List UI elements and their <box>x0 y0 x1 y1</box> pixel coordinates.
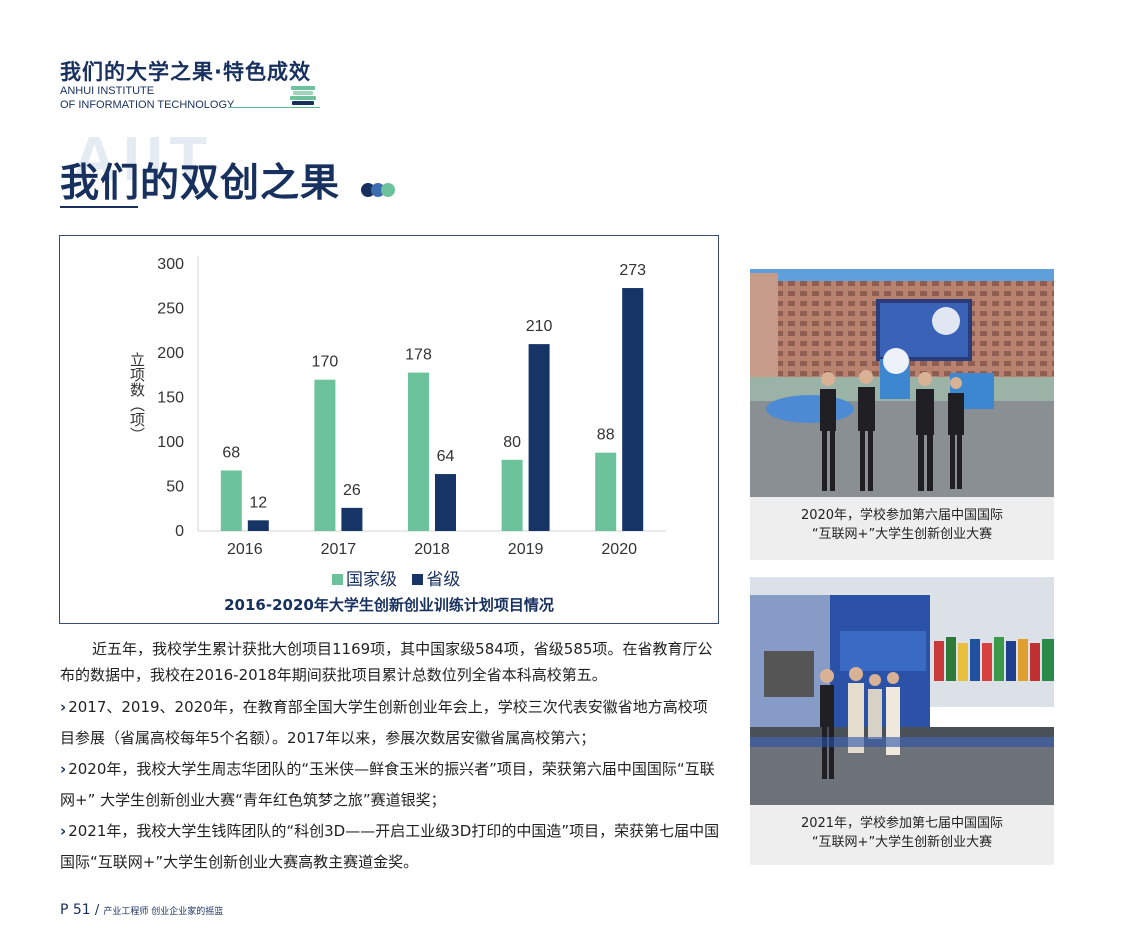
data-label: 12 <box>249 494 267 511</box>
bullet-text: 2020年，我校大学生周志华团队的“玉米侠—鲜食玉米的振兴者”项目，荣获第六届中… <box>60 760 715 809</box>
bar <box>341 507 363 531</box>
data-label: 170 <box>312 354 339 371</box>
photo-caption-line2: “互联网+”大学生创新创业大赛 <box>811 835 993 850</box>
y-tick-label: 0 <box>175 523 184 540</box>
y-tick-label: 50 <box>166 479 184 496</box>
legend-swatch-national <box>332 574 343 585</box>
chart-legend: 国家级 省级 <box>332 565 460 590</box>
section-kicker: 我们的大学之果·特色成效 <box>60 60 311 84</box>
y-tick-label: 100 <box>157 434 184 451</box>
y-tick-label: 200 <box>157 345 184 362</box>
institute-name-line1: ANHUI INSTITUTE <box>60 85 155 97</box>
chart-frame: 0 50 100 150 200 250 300 2016 68 12 2017 170 26 2018 1… <box>59 235 719 624</box>
bar-chart: 0 50 100 150 200 250 300 2016 68 12 2017 170 26 2018 1… <box>157 256 666 558</box>
photo-caption: 2020年，学校参加第六届中国国际 “互联网+”大学生创新创业大赛 <box>750 497 1054 560</box>
bar <box>595 452 617 531</box>
chevron-right-icon: › <box>60 698 67 716</box>
data-label: 80 <box>503 434 521 451</box>
data-label: 26 <box>343 482 361 499</box>
bullet-item: › 2017、2019、2020年，在教育部全国大学生创新创业年会上，学校三次代表… <box>60 692 722 754</box>
x-tick-label: 2020 <box>601 541 637 558</box>
photo-2020-competition <box>750 269 1054 497</box>
bar <box>247 520 269 531</box>
bullet-text: 2021年，我校大学生钱阵团队的“科创3D——开启工业级3D打印的中国造”项目，… <box>60 822 720 871</box>
photo-caption-line2: “互联网+”大学生创新创业大赛 <box>811 527 993 542</box>
data-label: 210 <box>526 318 553 335</box>
bar <box>528 344 550 531</box>
books-icon <box>290 86 316 106</box>
data-label: 178 <box>405 347 432 364</box>
bar <box>435 474 456 531</box>
x-tick-label: 2019 <box>508 541 544 558</box>
data-label: 64 <box>437 448 455 465</box>
bar <box>220 470 242 531</box>
bar <box>622 288 644 531</box>
photo-illustration <box>750 269 1054 497</box>
photo-illustration <box>750 577 1054 805</box>
page-footer: P 51 / 产业工程师 创业企业家的摇篮 <box>60 902 223 918</box>
photo-caption: 2021年，学校参加第七届中国国际 “互联网+”大学生创新创业大赛 <box>750 805 1054 865</box>
bullet-text: 2017、2019、2020年，在教育部全国大学生创新创业年会上，学校三次代表安… <box>60 698 708 747</box>
photo-2021-competition <box>750 577 1054 805</box>
chevron-right-icon: › <box>60 760 67 778</box>
chart-y-axis-label: 立项数（项） <box>128 352 146 442</box>
y-tick-label: 150 <box>157 390 184 407</box>
x-tick-label: 2018 <box>414 541 450 558</box>
y-tick-label: 300 <box>157 256 184 273</box>
data-label: 68 <box>222 444 240 461</box>
data-label: 88 <box>597 427 615 444</box>
bullet-item: › 2021年，我校大学生钱阵团队的“科创3D——开启工业级3D打印的中国造”项目… <box>60 816 722 878</box>
photo-caption-line1: 2020年，学校参加第六届中国国际 <box>800 508 1004 523</box>
institute-name-line2: OF INFORMATION TECHNOLOGY <box>60 99 235 111</box>
legend-swatch-province <box>412 574 424 585</box>
footer-separator: / <box>94 903 100 918</box>
title-underline <box>60 206 138 208</box>
legend-label-national: 国家级 <box>346 570 397 590</box>
chevron-right-icon: › <box>60 822 67 840</box>
x-tick-label: 2017 <box>321 541 357 558</box>
legend-label-province: 省级 <box>426 570 461 590</box>
bar <box>314 379 336 531</box>
title-dots-icon <box>361 183 397 197</box>
footer-subtitle: 产业工程师 创业企业家的摇篮 <box>103 907 224 917</box>
chart-title: 2016-2020年大学生创新创业训练计划项目情况 <box>224 596 554 614</box>
page-title: 我们的双创之果 <box>60 161 341 206</box>
x-tick-label: 2016 <box>227 541 263 558</box>
y-tick-label: 250 <box>157 301 184 318</box>
data-label: 273 <box>619 262 646 279</box>
intro-paragraph: 近五年，我校学生累计获批大创项目1169项，其中国家级584项，省级585项。在… <box>60 640 713 684</box>
title-watermark: AIIT <box>72 125 214 194</box>
bar <box>408 372 429 531</box>
photo-caption-line1: 2021年，学校参加第七届中国国际 <box>800 816 1004 831</box>
page-number: P 51 <box>60 902 91 918</box>
header-divider <box>228 107 320 108</box>
bullet-item: › 2020年，我校大学生周志华团队的“玉米侠—鲜食玉米的振兴者”项目，荣获第六届… <box>60 754 722 816</box>
bar <box>501 459 523 531</box>
